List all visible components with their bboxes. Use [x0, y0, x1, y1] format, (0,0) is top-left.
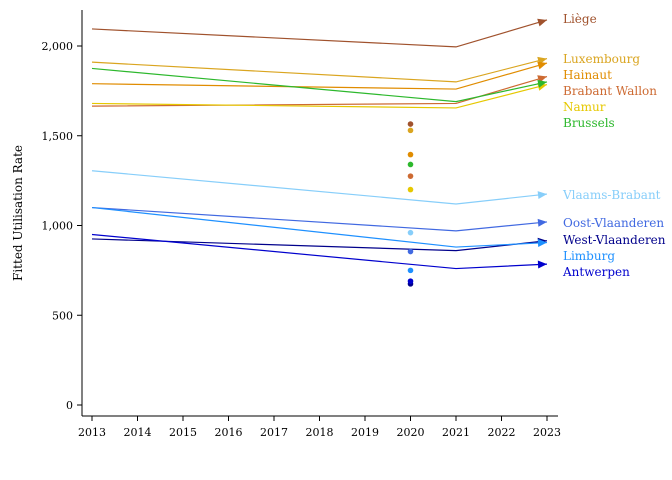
point-2020-limburg: [407, 267, 414, 274]
line-limburg: [91, 206, 548, 248]
arrowhead-antwerpen: [537, 260, 547, 269]
point-2020-brabant-wallon: [407, 173, 414, 179]
point-2020-vlaams-brabant: [407, 229, 414, 236]
point-2020-luxembourg: [407, 127, 414, 134]
arrowhead-vlaams-brabant: [537, 191, 547, 200]
label-liege: Liège: [563, 12, 597, 26]
arrowhead-brussels: [537, 79, 547, 88]
y-axis-title: Fitted Utilisation Rate: [11, 145, 25, 281]
points-2020: [407, 121, 414, 287]
arrowhead-liege: [537, 18, 547, 27]
point-2020-antwerpen: [407, 278, 414, 284]
point-2020-liege: [407, 121, 414, 127]
label-luxembourg: Luxembourg: [563, 52, 640, 66]
point-2020-oost-vlaanderen: [407, 248, 414, 255]
x-tick-label-2023: 2023: [533, 426, 561, 439]
x-tick-label-2015: 2015: [169, 426, 197, 439]
point-2020-namur: [407, 186, 414, 193]
label-vlaams-brabant: Vlaams-Brabant: [562, 188, 661, 202]
y-tick-label-500: 500: [52, 309, 73, 322]
arrowhead-limburg: [537, 239, 547, 247]
point-2020-brussels: [407, 161, 414, 168]
label-brabant-wallon: Brabant Wallon: [563, 84, 657, 98]
x-tick-label-2019: 2019: [351, 426, 379, 439]
x-tick-label-2016: 2016: [215, 426, 243, 439]
y-tick-label-0: 0: [66, 399, 73, 412]
y-tick-label-1000: 1,000: [42, 220, 74, 233]
x-tick-label-2013: 2013: [78, 426, 106, 439]
line-brussels: [91, 67, 548, 103]
line-oost-vlaanderen: [91, 206, 548, 232]
line-namur: [91, 84, 548, 109]
y-tick-label-2000: 2,000: [42, 40, 74, 53]
line-antwerpen: [91, 233, 548, 270]
point-2020-hainaut: [407, 151, 414, 158]
line-luxembourg: [91, 57, 548, 83]
label-west-vlaanderen: West-Vlaanderen: [563, 233, 666, 247]
series-labels: Liège Luxembourg Hainaut Brabant Wallon Namu…: [562, 12, 666, 279]
line-vlaams-brabant: [91, 170, 548, 205]
line-liege: [91, 19, 548, 48]
y-tick-label-1500: 1,500: [42, 130, 74, 143]
label-namur: Namur: [563, 100, 606, 114]
label-oost-vlaanderen: Oost-Vlaanderen: [563, 216, 664, 230]
label-antwerpen: Antwerpen: [562, 265, 630, 279]
line-hainaut: [91, 62, 548, 90]
ticks: 2013 2014 2015 2016 2017 2018 2019 2020 2021 2022…: [42, 40, 562, 439]
x-tick-label-2018: 2018: [306, 426, 334, 439]
x-tick-label-2014: 2014: [124, 426, 152, 439]
x-tick-label-2021: 2021: [442, 426, 470, 439]
label-brussels: Brussels: [563, 116, 615, 130]
label-hainaut: Hainaut: [563, 68, 612, 82]
series-lines: [91, 18, 548, 270]
x-tick-label-2020: 2020: [397, 426, 425, 439]
axes: [81, 10, 558, 417]
label-limburg: Limburg: [563, 249, 615, 263]
x-tick-label-2017: 2017: [260, 426, 288, 439]
arrowhead-oost-vlaanderen: [537, 218, 547, 227]
x-tick-label-2022: 2022: [488, 426, 516, 439]
arrowhead-hainaut: [537, 61, 547, 70]
